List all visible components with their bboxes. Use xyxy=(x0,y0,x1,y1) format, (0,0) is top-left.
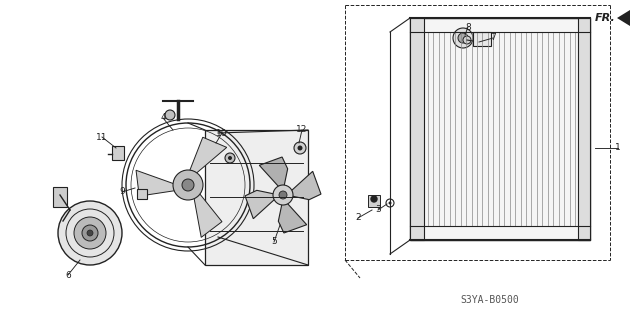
Circle shape xyxy=(294,142,306,154)
Polygon shape xyxy=(578,18,590,240)
Circle shape xyxy=(58,201,122,265)
Bar xyxy=(53,187,67,207)
Text: 8: 8 xyxy=(465,22,471,31)
Circle shape xyxy=(463,36,471,44)
Bar xyxy=(137,189,147,199)
Polygon shape xyxy=(289,171,321,200)
Polygon shape xyxy=(136,170,179,196)
Circle shape xyxy=(279,191,287,199)
Text: 7: 7 xyxy=(490,34,496,43)
Polygon shape xyxy=(259,157,287,189)
Polygon shape xyxy=(193,190,222,237)
Circle shape xyxy=(82,225,98,241)
Text: 4: 4 xyxy=(160,114,166,123)
Circle shape xyxy=(165,110,175,120)
Polygon shape xyxy=(278,201,307,233)
Circle shape xyxy=(173,170,203,200)
Circle shape xyxy=(298,146,303,150)
Bar xyxy=(473,32,491,46)
Circle shape xyxy=(388,202,392,204)
Text: 5: 5 xyxy=(271,237,277,246)
Polygon shape xyxy=(245,190,277,219)
Circle shape xyxy=(87,230,93,236)
Text: FR.: FR. xyxy=(595,13,616,23)
Text: 6: 6 xyxy=(65,270,71,279)
Text: 10: 10 xyxy=(216,129,228,138)
Circle shape xyxy=(225,153,235,163)
Circle shape xyxy=(458,33,468,43)
Text: 11: 11 xyxy=(96,132,108,141)
Bar xyxy=(112,146,124,160)
Circle shape xyxy=(228,156,232,160)
Circle shape xyxy=(182,179,194,191)
Circle shape xyxy=(453,28,473,48)
Polygon shape xyxy=(410,18,424,240)
Polygon shape xyxy=(188,137,227,176)
Polygon shape xyxy=(205,130,308,265)
Text: 12: 12 xyxy=(296,125,308,134)
Circle shape xyxy=(371,196,377,202)
Text: 3: 3 xyxy=(375,205,381,214)
Polygon shape xyxy=(410,18,590,240)
Text: 1: 1 xyxy=(615,143,621,153)
Text: 9: 9 xyxy=(119,188,125,196)
Text: 2: 2 xyxy=(355,213,361,222)
Circle shape xyxy=(74,217,106,249)
Polygon shape xyxy=(368,195,380,207)
Circle shape xyxy=(273,185,293,205)
Polygon shape xyxy=(617,10,630,26)
Text: S3YA-B0500: S3YA-B0500 xyxy=(461,295,520,305)
